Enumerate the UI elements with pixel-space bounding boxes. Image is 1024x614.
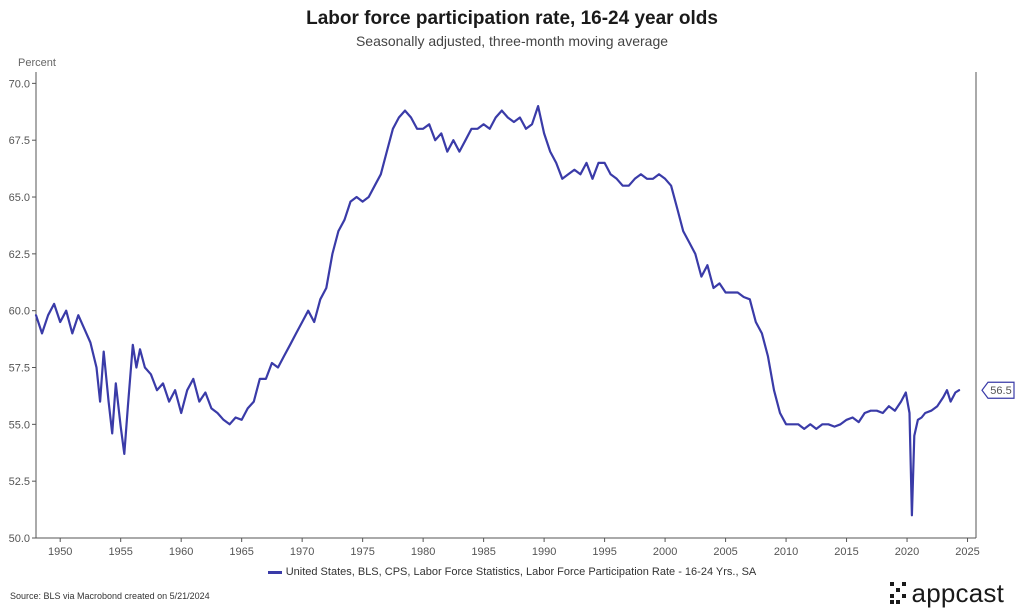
y-tick-label: 55.0 — [9, 419, 30, 431]
y-tick-label: 52.5 — [9, 476, 30, 488]
x-tick-label: 1995 — [592, 546, 616, 558]
logo-mark-icon — [889, 582, 906, 604]
chart-subtitle: Seasonally adjusted, three-month moving … — [355, 33, 669, 49]
x-tick-label: 1960 — [169, 546, 193, 558]
x-axis: 1950 1955 1960 1965 1970 1975 1980 1985 1990 1995… — [48, 538, 980, 558]
x-tick-label: 1955 — [108, 546, 132, 558]
x-tick-label: 1970 — [290, 546, 314, 558]
x-tick-label: 1965 — [229, 546, 253, 558]
chart-title: Labor force participation rate, 16-24 ye… — [306, 8, 718, 29]
y-tick-label: 50.0 — [9, 533, 30, 545]
x-tick-label: 2020 — [895, 546, 919, 558]
y-tick-label: 67.5 — [9, 135, 30, 147]
last-value-label: 56.5 — [990, 385, 1011, 397]
last-value-callout: 56.5 — [981, 381, 1015, 399]
legend-label: United States, BLS, CPS, Labor Force Sta… — [285, 566, 757, 578]
x-tick-label: 2010 — [774, 546, 798, 558]
appcast-logo: appcast — [889, 577, 1004, 608]
x-tick-label: 1950 — [48, 546, 72, 558]
y-tick-label: 60.0 — [9, 306, 30, 318]
x-tick-label: 2015 — [834, 546, 858, 558]
x-tick-label: 1990 — [532, 546, 556, 558]
y-axis-unit-label: Percent — [18, 57, 56, 69]
x-tick-label: 2025 — [955, 546, 979, 558]
x-tick-label: 1985 — [471, 546, 495, 558]
series-line — [34, 105, 961, 517]
logo-text: appcast — [911, 577, 1004, 608]
source-note: Source: BLS via Macrobond created on 5/2… — [10, 591, 210, 601]
y-tick-label: 62.5 — [9, 249, 30, 261]
x-tick-label: 1980 — [411, 546, 435, 558]
last-value-box — [981, 381, 1015, 399]
y-tick-label: 57.5 — [9, 363, 30, 375]
legend-swatch — [267, 570, 282, 574]
x-tick-label: 1975 — [350, 546, 374, 558]
x-tick-label: 2005 — [713, 546, 737, 558]
y-tick-label: 70.0 — [9, 78, 30, 90]
y-axis: 50.0 52.5 55.0 57.5 60.0 62.5 65.0 67.5 70.0 — [9, 78, 36, 545]
x-tick-label: 2000 — [653, 546, 677, 558]
y-tick-label: 65.0 — [9, 192, 30, 204]
legend: United States, BLS, CPS, Labor Force Sta… — [0, 566, 1024, 578]
